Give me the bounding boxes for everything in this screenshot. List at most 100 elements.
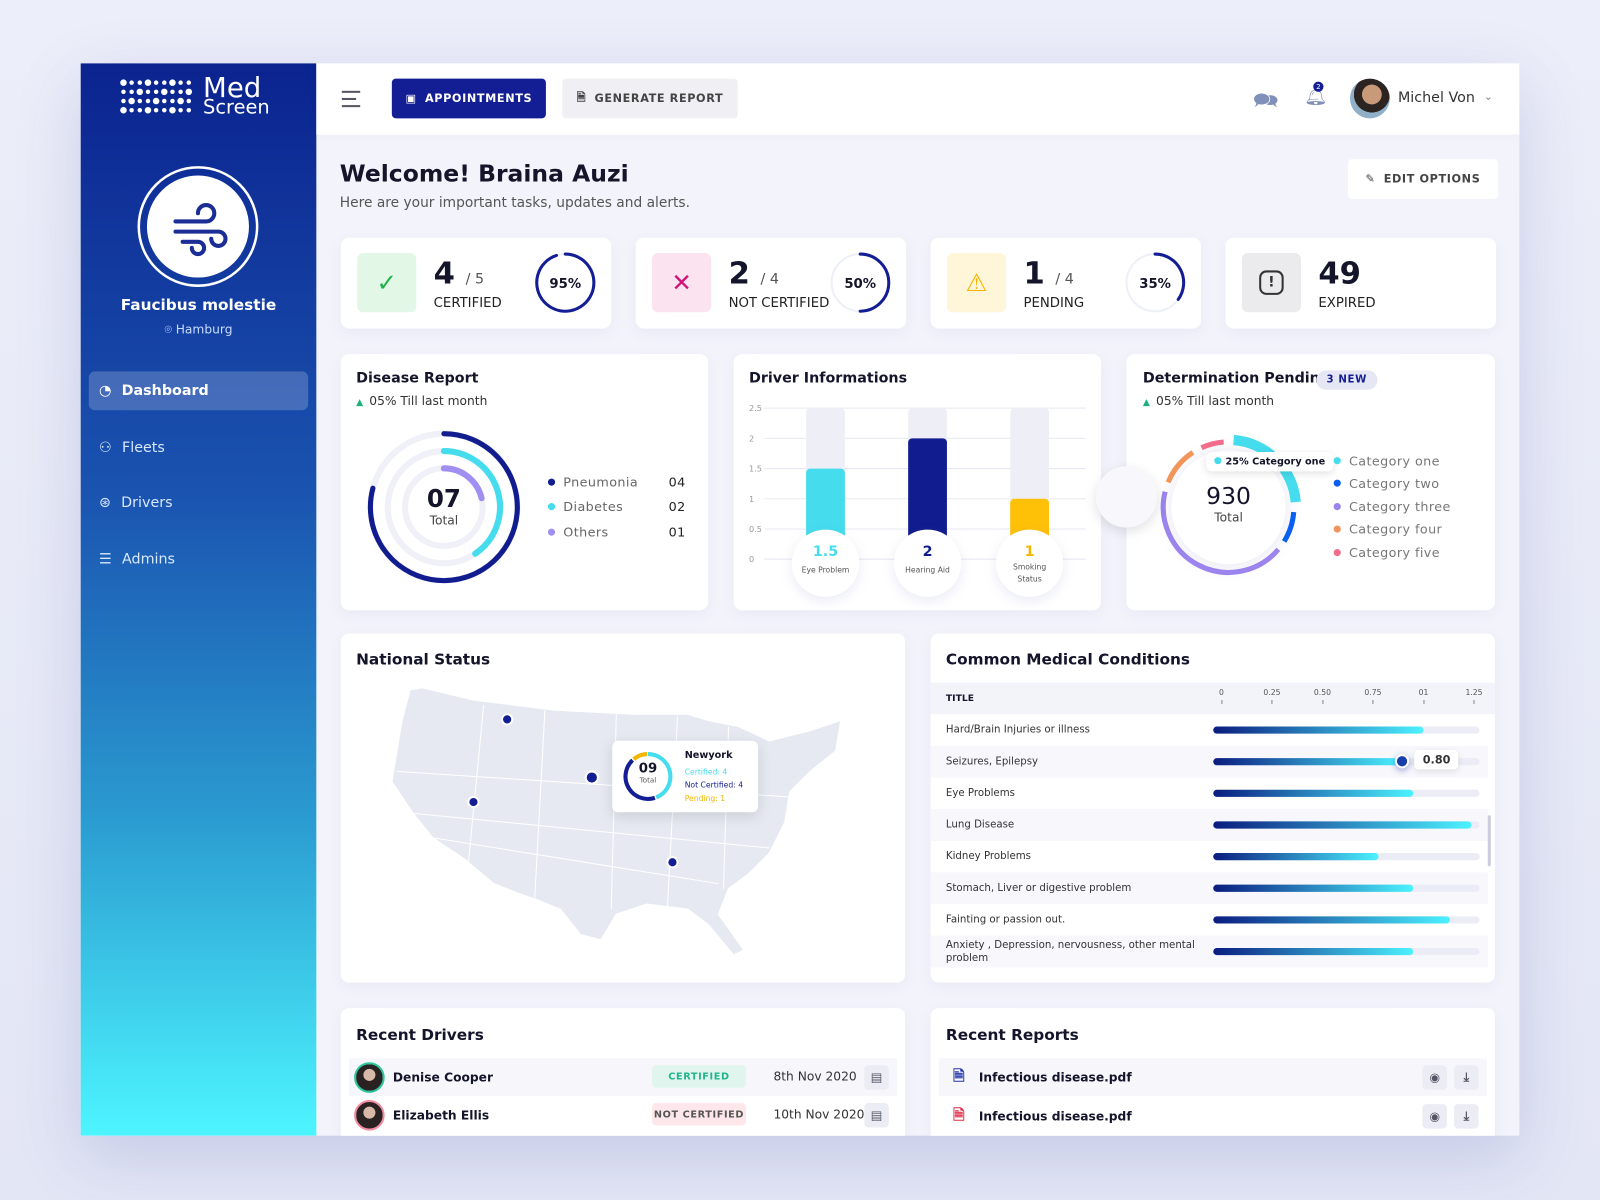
donut-segment-category-two[interactable] <box>1281 511 1297 543</box>
user-avatar[interactable] <box>1349 78 1390 119</box>
donut-legend: Category one Category two Category three Ca… <box>1333 449 1451 564</box>
stat-card-expired[interactable]: ! 49 EXPIRED <box>1225 237 1496 329</box>
table-row[interactable]: Elizabeth Ellis NOT CERTIFIED 10th Nov 2… <box>349 1096 897 1134</box>
table-row[interactable]: Fainting or passion out. <box>931 904 1488 936</box>
map-tooltip-total: 09 Total <box>621 762 674 785</box>
progress-arc <box>535 252 596 313</box>
chat-icon[interactable]: 🗪 <box>1253 87 1279 113</box>
bar-category-label: Smoking <box>1013 562 1046 571</box>
axis-tick-label: 01 <box>1418 687 1429 697</box>
donut-total-value: 930 <box>1206 483 1251 511</box>
logo[interactable]: Med Screen <box>119 72 270 119</box>
appointments-button[interactable]: ▣ APPOINTMENTS <box>391 78 546 119</box>
map-marker[interactable] <box>666 856 679 869</box>
stat-count: 4 <box>433 256 455 292</box>
condition-label: Anxiety , Depression, nervousness, other… <box>945 939 1195 964</box>
table-row[interactable]: Hard/Brain Injuries or illness <box>931 714 1488 746</box>
table-row[interactable]: Denise Cooper CERTIFIED 8th Nov 2020 ▤ <box>348 1058 897 1096</box>
map-marker[interactable] <box>467 795 480 809</box>
map-marker[interactable] <box>501 713 514 726</box>
trend-label: 05% Till last month <box>1156 393 1275 409</box>
sidebar-item-fleets[interactable]: ⚇ Fleets <box>89 429 308 468</box>
message-icon[interactable]: ▤ <box>864 1065 889 1090</box>
recent-reports-card: Recent Reports 🗎 Infectious disease.pdf … <box>930 1008 1495 1136</box>
sidebar-item-admins[interactable]: ☰ Admins <box>89 540 308 579</box>
wind-icon <box>173 203 228 257</box>
chevron-down-icon[interactable]: ⌄ <box>1483 89 1494 104</box>
sidebar-item-dashboard[interactable]: ◔ Dashboard <box>88 371 309 411</box>
stat-card-not-certified[interactable]: ✕ 2 / 4 NOT CERTIFIED 50% <box>635 237 907 329</box>
pdf-file-icon: 🗎 <box>953 1067 965 1085</box>
bar-eye-problem[interactable] <box>806 468 845 539</box>
table-row[interactable]: 🗎 Infectious disease.pdf ◉ ⤓ <box>938 1058 1487 1096</box>
progress-arc <box>858 252 891 313</box>
condition-bar-track <box>1213 758 1480 766</box>
edit-options-button[interactable]: ✎ EDIT OPTIONS <box>1347 159 1498 199</box>
scrollbar[interactable] <box>1487 815 1491 867</box>
card-title: Determination Pending <box>1142 370 1331 387</box>
condition-label: Lung Disease <box>945 819 1015 831</box>
brand-name: Med <box>203 72 262 105</box>
y-tick-label: 0 <box>749 554 754 564</box>
bar-smoking-status[interactable] <box>1010 498 1049 539</box>
stat-count: 49 <box>1318 256 1361 292</box>
download-icon[interactable]: ⤓ <box>1454 1065 1479 1090</box>
map-marker[interactable] <box>584 770 599 785</box>
ring-diabetes <box>440 447 504 557</box>
bar-label-bubble <box>893 529 962 597</box>
table-row[interactable]: Lung Disease <box>930 809 1488 841</box>
disease-total: 07 Total <box>402 485 486 528</box>
view-eye-icon[interactable]: ◉ <box>1422 1065 1447 1090</box>
stat-total: / 5 <box>465 271 485 288</box>
bar-value-label: 1 <box>1025 544 1035 560</box>
table-row[interactable]: Seizures, Epilepsy 0.80 <box>930 745 1488 778</box>
stat-card-pending[interactable]: ⚠ 1 / 4 PENDING 35% <box>930 237 1202 329</box>
download-icon[interactable]: ⤓ <box>1454 1104 1479 1129</box>
legend-value: 01 <box>668 524 686 540</box>
slider-handle[interactable] <box>1395 754 1410 769</box>
card-title: National Status <box>356 649 491 669</box>
map-tooltip-ring <box>623 752 673 802</box>
sidebar-item-label: Drivers <box>121 494 173 512</box>
donut-segment-category-four[interactable] <box>1165 450 1195 484</box>
table-row[interactable]: 🗎 Infectious disease.pdf ◉ ⤓ <box>939 1097 1487 1135</box>
disease-legend: Pneumonia 04 Diabetes 02 Others 01 <box>547 469 686 544</box>
sidebar-item-label: Admins <box>122 551 175 568</box>
legend-item: Category three <box>1333 495 1451 518</box>
message-icon[interactable]: ▤ <box>864 1103 889 1128</box>
condition-bar-fill <box>1213 726 1424 734</box>
donut-segment-category-five[interactable] <box>1200 439 1224 451</box>
user-name[interactable]: Michel Von <box>1397 89 1475 107</box>
generate-report-button[interactable]: 🗎 GENERATE REPORT <box>562 78 738 119</box>
table-row[interactable]: Anxiety , Depression, nervousness, other… <box>930 935 1488 968</box>
tooltip-certified: Certified: 4 <box>684 767 728 777</box>
bar-hearing-aid[interactable] <box>908 438 947 539</box>
driver-informations-card: Driver Informations 0 0.5 1 1.5 2 2.5 1.5 Eye P… <box>733 354 1102 611</box>
steering-wheel-icon: ⊛ <box>98 494 111 512</box>
stat-progress-ring: 95% <box>535 252 596 313</box>
condition-bar-track <box>1213 916 1480 924</box>
view-eye-icon[interactable]: ◉ <box>1422 1104 1447 1129</box>
table-row[interactable]: Kidney Problems <box>931 841 1488 873</box>
axis-tick: 0.75 <box>1363 688 1383 705</box>
notifications-bell-icon[interactable]: 🔔︎ 2 <box>1304 81 1328 108</box>
legend-item: Category four <box>1333 518 1451 541</box>
tooltip-city: Newyork <box>684 749 733 762</box>
table-row[interactable]: Eye Problems <box>931 778 1488 810</box>
table-row[interactable]: Stomach, Liver or digestive problem <box>930 872 1488 905</box>
sidebar-item-drivers[interactable]: ⊛ Drivers <box>89 484 308 523</box>
donut-segment-category-three[interactable] <box>1160 491 1281 575</box>
medical-conditions-card: Common Medical Conditions TITLE 0 0.25 0.5… <box>930 633 1495 983</box>
brand-name-sub: Screen <box>203 95 270 119</box>
document-icon: 🗎 <box>576 90 587 105</box>
axis-tick: 0.50 <box>1312 688 1332 705</box>
scroll-handle[interactable] <box>1095 466 1158 528</box>
hamburger-menu-icon[interactable] <box>341 90 361 108</box>
bar-category-label: Status <box>1017 575 1041 584</box>
legend-label: Pneumonia <box>563 474 639 490</box>
column-title: TITLE <box>945 693 974 705</box>
stat-total: / 4 <box>760 271 779 288</box>
stat-card-certified[interactable]: ✓ 4 / 5 CERTIFIED 95% <box>340 237 612 329</box>
condition-bar-fill <box>1213 789 1413 797</box>
profile-avatar[interactable] <box>137 165 259 287</box>
